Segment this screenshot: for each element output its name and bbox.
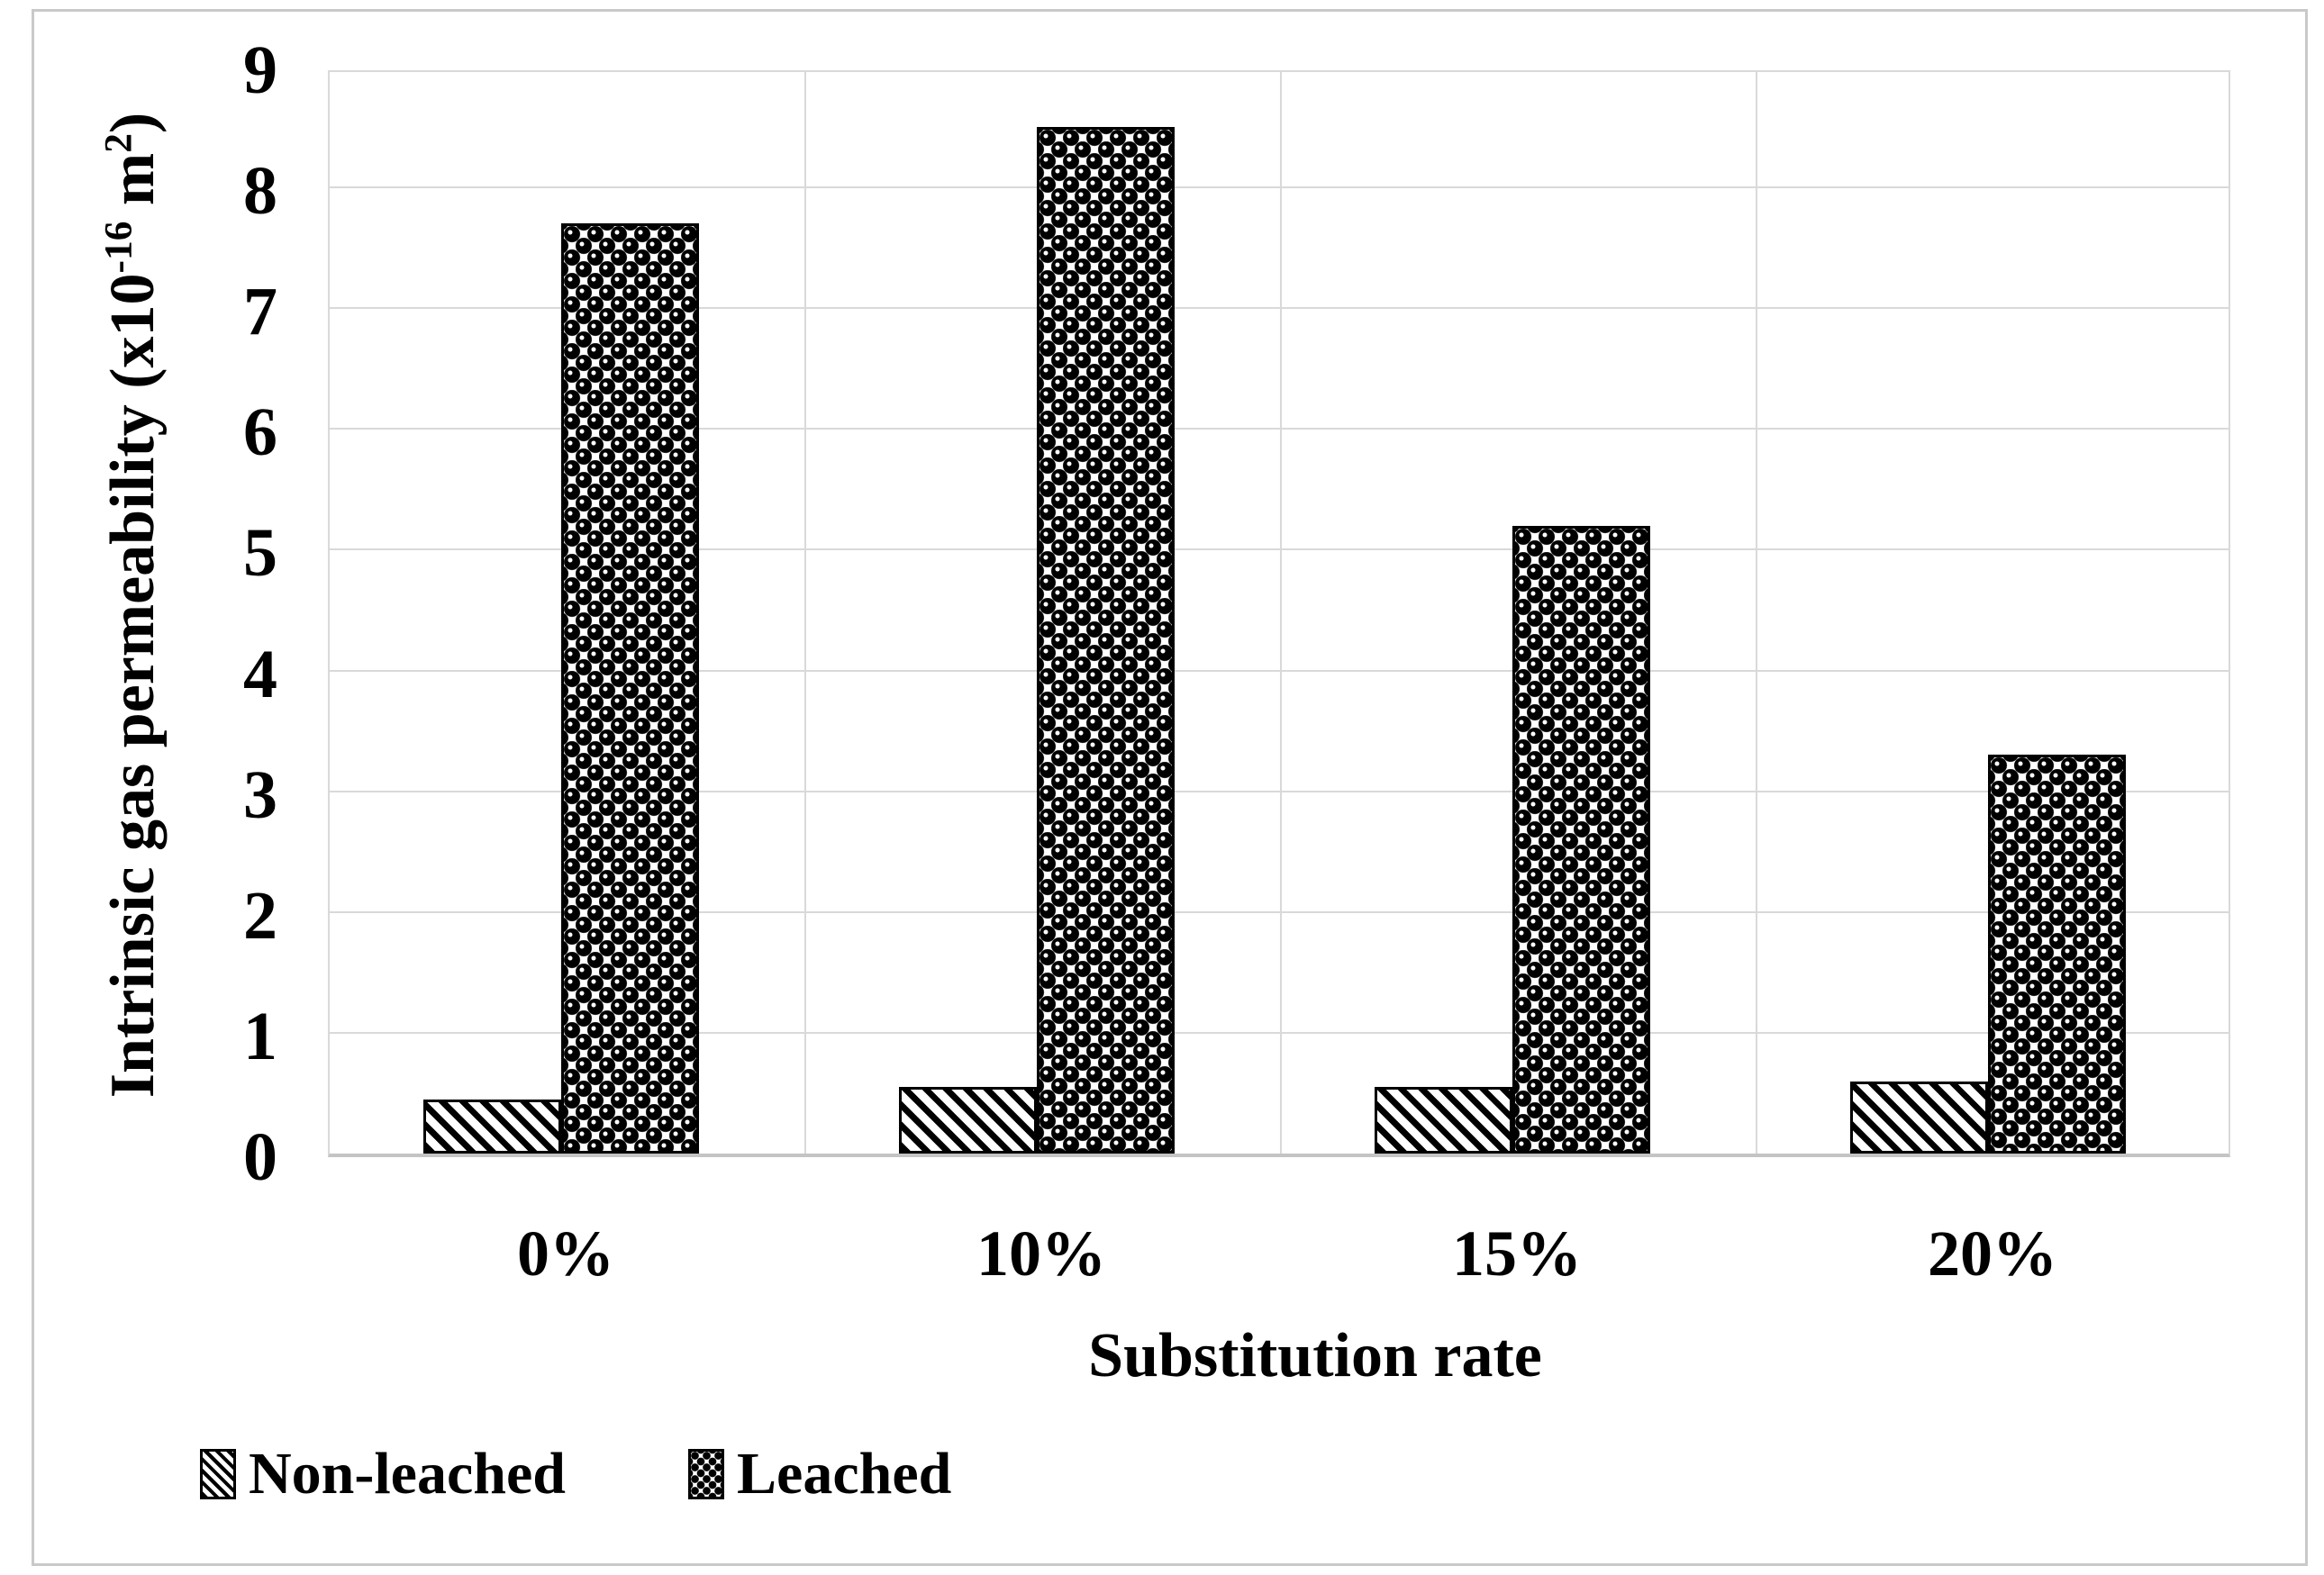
legend-swatch-non-leached-hatch-icon	[200, 1449, 236, 1499]
bar-leached-0%	[561, 223, 699, 1154]
y-tick-label-4: 4	[243, 636, 277, 712]
bar-non-leached-15%	[1375, 1087, 1512, 1154]
y-tick-label-2: 2	[243, 877, 277, 954]
gridline-y-2	[330, 910, 2229, 913]
y-tick-label-8: 8	[243, 153, 277, 230]
gridline-y-8	[330, 186, 2229, 189]
gridline-y-7	[330, 307, 2229, 310]
gridline-category-separator-1	[804, 72, 806, 1154]
y-tick-label-1: 1	[243, 998, 277, 1074]
bar-leached-20%	[1988, 755, 2126, 1154]
bar-non-leached-0%	[423, 1100, 561, 1154]
legend-item-non-leached: Non-leached	[200, 1444, 566, 1505]
bar-leached-10%	[1037, 127, 1175, 1154]
plot-area	[328, 70, 2230, 1157]
legend-item-leached: Leached	[688, 1444, 951, 1505]
y-tick-label-0: 0	[243, 1119, 277, 1195]
gridline-y-4	[330, 669, 2229, 672]
x-axis-title: Substitution rate	[1088, 1321, 1542, 1390]
gridline-y-1	[330, 1031, 2229, 1034]
x-category-label-0%: 0%	[517, 1217, 614, 1290]
x-category-label-10%: 10%	[976, 1217, 1106, 1290]
x-category-label-15%: 15%	[1452, 1217, 1582, 1290]
gridline-y-5	[330, 548, 2229, 551]
y-tick-label-7: 7	[243, 274, 277, 350]
y-tick-label-3: 3	[243, 756, 277, 833]
gridline-y-3	[330, 790, 2229, 792]
gridline-category-separator-2	[1280, 72, 1282, 1154]
legend-swatch-leached-balls-icon	[688, 1449, 724, 1499]
y-axis-title-unit-exponent: 2	[96, 133, 141, 153]
y-tick-label-5: 5	[243, 515, 277, 592]
bar-non-leached-10%	[899, 1087, 1037, 1154]
bar-leached-15%	[1512, 526, 1650, 1154]
y-axis-title: Intrinsic gas permeability (x10-16 m2)	[96, 112, 168, 1098]
legend-label-non-leached: Non-leached	[249, 1441, 566, 1507]
y-tick-label-9: 9	[243, 32, 277, 108]
gridline-category-separator-3	[1756, 72, 1757, 1154]
gridline-y-6	[330, 428, 2229, 430]
y-axis-title-close: )	[98, 112, 168, 134]
y-tick-label-6: 6	[243, 394, 277, 471]
y-axis-title-exponent: -16	[96, 221, 141, 274]
x-category-label-20%: 20%	[1928, 1217, 2057, 1290]
bar-non-leached-20%	[1850, 1082, 1988, 1154]
legend-label-leached: Leached	[737, 1441, 952, 1507]
